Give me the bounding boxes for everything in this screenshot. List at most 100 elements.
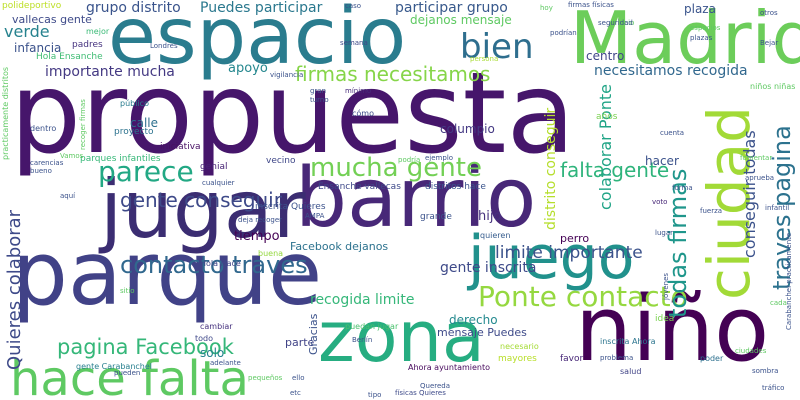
cloud-word: vecino [266,156,296,166]
cloud-word: inscrita Ahora [600,337,656,346]
cloud-word: zona [318,296,485,378]
cloud-word: lugar [655,229,673,237]
cloud-word: físicas Quieres [395,389,446,397]
cloud-word: bueno [30,167,52,175]
cloud-word: jugar [100,163,306,256]
cloud-word: infantil [765,204,790,212]
cloud-word: ocio [620,19,635,27]
cloud-word: tipo [368,391,382,399]
cloud-word: contacto traves [120,251,308,279]
cloud-word: todo [195,334,214,343]
cloud-word: Hola Ensanche [36,52,103,62]
cloud-word: Madrid [570,0,800,80]
cloud-word: poder [700,354,724,363]
cloud-word: forma [672,184,693,192]
cloud-word: Hola Hace [200,259,241,268]
cloud-word: espacio [108,0,407,82]
cloud-word: cuenta [660,129,685,137]
cloud-word: Quieres colaborar [4,209,25,370]
cloud-word: Puedes participar [200,0,323,16]
cloud-word: centro [586,49,625,63]
cloud-word: Bejar [760,39,779,47]
cloud-word: voto [652,198,668,206]
cloud-word: barrio [295,151,537,246]
cloud-word: tráfico [762,384,785,392]
cloud-word: ejemplo [425,154,454,162]
cloud-word: ciudades [735,347,767,355]
cloud-word: sitio [120,287,135,295]
cloud-word: hijo [478,209,502,224]
cloud-word: Facebook dejanos [290,240,389,253]
cloud-word: iniciativa [160,142,201,152]
cloud-word: Ensanche vallecas [318,182,401,192]
cloud-word: cambiar [200,322,233,331]
cloud-word: recoger firmas [79,99,87,150]
cloud-word: carencias [30,159,64,167]
cloud-word: turno [310,96,329,104]
cloud-word: participar grupo [395,0,508,16]
cloud-word: mejor [86,27,110,36]
cloud-word: mínimo [345,87,372,95]
cloud-word: grupo distrito [86,0,181,16]
cloud-word: fuerza [700,207,723,215]
cloud-word: importante mucha [45,64,175,80]
cloud-word: favor [560,354,584,364]
cloud-word: mensaje Puedes [437,326,527,339]
cloud-word: perro [560,232,590,245]
cloud-word: parece [98,155,194,188]
cloud-word: genial [200,162,228,172]
cloud-word: Berlín [352,336,373,344]
cloud-word: AMPA [305,212,325,220]
cloud-word: público [120,99,149,108]
cloud-word: podría [398,156,421,164]
cloud-word: problema [600,354,634,362]
cloud-word: tiempo [234,229,280,244]
cloud-word: salud [620,367,642,376]
cloud-word: firmas físicas [568,1,614,9]
cloud-word: infancia [14,41,62,55]
cloud-word: necesario [500,342,539,351]
cloud-word: caso [345,2,362,10]
cloud-word: Carabanchel practicamente [785,232,793,330]
cloud-word: vigilancia [270,71,304,79]
cloud-word: niño [575,277,770,382]
cloud-word: firmas necesitamos [295,62,491,86]
cloud-word: distrito conseguir [543,107,559,230]
cloud-word: hace falta [10,351,249,400]
cloud-word: pequeños [248,374,283,382]
cloud-word: recogida limite [310,292,415,308]
cloud-word: pueden [114,369,141,377]
cloud-word: adelante [210,359,241,367]
cloud-word: semana [340,39,368,47]
cloud-word: conseguir todas [740,130,759,258]
cloud-word: padres [72,40,103,50]
cloud-word: gente inscrita [440,260,537,276]
cloud-word: parques infantiles [80,154,161,164]
cloud-word: parque [12,222,323,325]
cloud-word: cada [770,299,787,307]
cloud-word: cualquier [202,179,235,187]
cloud-word: hoy [540,4,553,12]
cloud-word: podrían [550,29,577,37]
cloud-word: Quereda [420,382,451,390]
cloud-word: plazas [690,34,713,42]
cloud-word: Londres [150,42,178,50]
cloud-word: mayores [498,354,537,364]
cloud-word: deja recoger [238,216,282,224]
cloud-word: aquí [60,192,76,200]
cloud-word: pagina Facebook [57,335,234,359]
cloud-word: colaborar Ponte [596,84,615,210]
cloud-word: solo [200,346,225,360]
cloud-word: inscrita Quieres [255,202,326,212]
cloud-word: apoyo [228,61,268,76]
cloud-word: plaza [684,2,716,16]
cloud-word: derecho [449,313,498,327]
cloud-word: cómo [352,109,374,118]
cloud-word: persona [470,55,499,63]
cloud-word: gran [310,87,327,95]
cloud-word: proyecto [114,127,154,137]
cloud-word: otros [760,9,778,17]
cloud-word: gente conseguir [120,188,282,212]
cloud-word: distritos hace [425,182,486,192]
